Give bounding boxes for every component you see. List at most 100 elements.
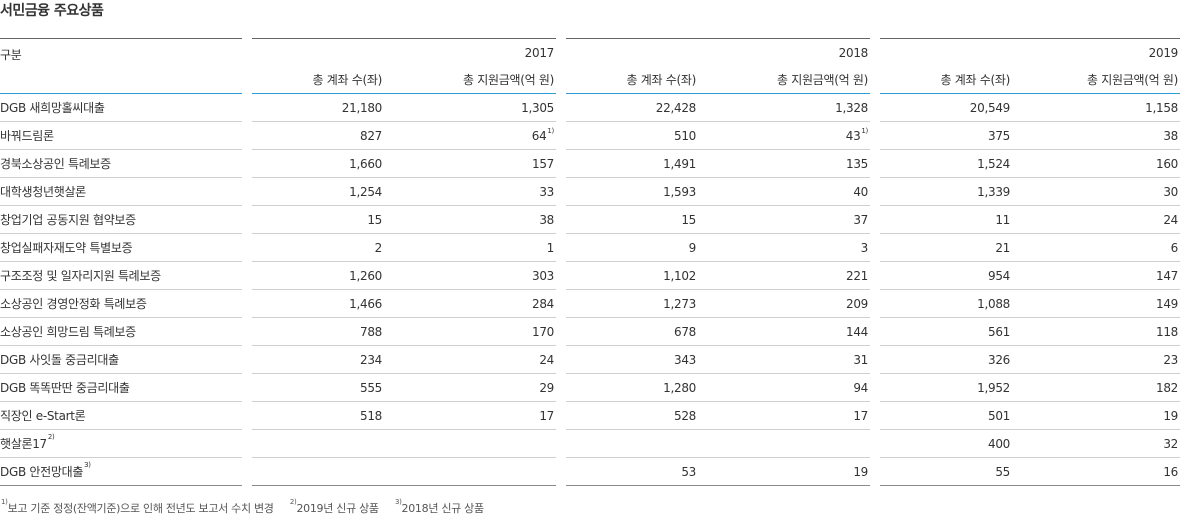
cell-amount: 149 <box>1012 289 1180 318</box>
cell-accounts: 1,466 <box>252 289 384 318</box>
cell-amount <box>384 457 556 486</box>
cell-amount: 94 <box>698 373 870 402</box>
footnotes: 1)보고 기준 정정(잔액기준)으로 인해 전년도 보고서 수치 변경 2)20… <box>0 498 496 516</box>
cell-accounts: 1,524 <box>880 149 1012 178</box>
cell-accounts: 326 <box>880 345 1012 374</box>
row-label: 소상공인 경영안정화 특례보증 <box>0 289 242 318</box>
cell-accounts: 678 <box>566 317 698 346</box>
row-label: 소상공인 희망드림 특례보증 <box>0 317 242 346</box>
cell-amount: 17 <box>384 401 556 430</box>
cell-accounts: 1,593 <box>566 177 698 206</box>
cell-amount: 431) <box>698 121 870 150</box>
cell-amount: 19 <box>698 457 870 486</box>
cell-accounts: 1,088 <box>880 289 1012 318</box>
subheader-accounts-2018: 총 계좌 수(좌) <box>566 66 698 94</box>
row-label: 햇살론172) <box>0 429 242 458</box>
cell-amount: 38 <box>384 205 556 234</box>
category-header: 구분 <box>0 38 242 94</box>
cell-accounts: 1,339 <box>880 177 1012 206</box>
year-header-2017: 2017 <box>252 38 556 66</box>
subheader-row: 총 계좌 수(좌) 총 지원금액(억 원) 총 계좌 수(좌) 총 지원금액(억… <box>0 66 1180 94</box>
row-label: 구조조정 및 일자리지원 특례보증 <box>0 261 242 290</box>
table-row: 직장인 e-Start론 518 17 528 17 501 19 <box>0 401 1180 430</box>
subheader-amount-2018: 총 지원금액(억 원) <box>698 66 870 94</box>
cell-amount: 144 <box>698 317 870 346</box>
table-row: DGB 안전망대출3) 53 19 55 16 <box>0 457 1180 486</box>
table-row: DGB 똑똑딴딴 중금리대출 555 29 1,280 94 1,952 182 <box>0 373 1180 402</box>
cell-amount <box>384 429 556 458</box>
cell-accounts: 518 <box>252 401 384 430</box>
cell-amount: 16 <box>1012 457 1180 486</box>
cell-accounts: 788 <box>252 317 384 346</box>
row-label: 대학생청년햇살론 <box>0 177 242 206</box>
cell-accounts: 21,180 <box>252 93 384 122</box>
cell-accounts: 1,254 <box>252 177 384 206</box>
year-header-2018: 2018 <box>566 38 870 66</box>
cell-amount: 221 <box>698 261 870 290</box>
cell-accounts: 528 <box>566 401 698 430</box>
footnote-1: 1)보고 기준 정정(잔액기준)으로 인해 전년도 보고서 수치 변경 <box>1 498 274 515</box>
cell-accounts: 22,428 <box>566 93 698 122</box>
cell-amount: 157 <box>384 149 556 178</box>
cell-accounts: 15 <box>566 205 698 234</box>
table-row: 대학생청년햇살론 1,254 33 1,593 40 1,339 30 <box>0 177 1180 206</box>
cell-accounts: 11 <box>880 205 1012 234</box>
cell-accounts: 234 <box>252 345 384 374</box>
cell-amount: 1,158 <box>1012 93 1180 122</box>
cell-accounts: 1,273 <box>566 289 698 318</box>
subheader-accounts-2017: 총 계좌 수(좌) <box>252 66 384 94</box>
cell-amount: 1 <box>384 233 556 262</box>
cell-accounts: 343 <box>566 345 698 374</box>
cell-accounts: 1,491 <box>566 149 698 178</box>
cell-amount: 38 <box>1012 121 1180 150</box>
cell-accounts <box>566 429 698 458</box>
cell-accounts: 1,260 <box>252 261 384 290</box>
cell-amount: 17 <box>698 401 870 430</box>
cell-amount: 37 <box>698 205 870 234</box>
year-header-2019: 2019 <box>880 38 1180 66</box>
cell-amount: 6 <box>1012 233 1180 262</box>
table-row: 구조조정 및 일자리지원 특례보증 1,260 303 1,102 221 954 147 <box>0 261 1180 290</box>
cell-amount: 182 <box>1012 373 1180 402</box>
financial-products-table: 구분 2017 2018 2019 총 계좌 수(좌) 총 지원금액(억 원) … <box>0 38 1180 486</box>
cell-accounts: 1,660 <box>252 149 384 178</box>
cell-accounts: 1,280 <box>566 373 698 402</box>
cell-accounts: 53 <box>566 457 698 486</box>
cell-accounts: 827 <box>252 121 384 150</box>
year-header-row: 구분 2017 2018 2019 <box>0 38 1180 94</box>
row-label: DGB 사잇돌 중금리대출 <box>0 345 242 374</box>
cell-accounts <box>252 457 384 486</box>
cell-amount: 40 <box>698 177 870 206</box>
subheader-accounts-2019: 총 계좌 수(좌) <box>880 66 1012 94</box>
row-label: 바꿔드림론 <box>0 121 242 150</box>
cell-amount: 303 <box>384 261 556 290</box>
cell-accounts: 15 <box>252 205 384 234</box>
cell-amount: 641) <box>384 121 556 150</box>
cell-amount: 31 <box>698 345 870 374</box>
table-row: 소상공인 희망드림 특례보증 788 170 678 144 561 118 <box>0 317 1180 346</box>
cell-amount: 32 <box>1012 429 1180 458</box>
footnote-3: 3)2018년 신규 상품 <box>394 498 484 515</box>
cell-amount: 24 <box>1012 205 1180 234</box>
cell-accounts: 20,549 <box>880 93 1012 122</box>
cell-amount: 1,328 <box>698 93 870 122</box>
cell-amount: 33 <box>384 177 556 206</box>
table-row: 소상공인 경영안정화 특례보증 1,466 284 1,273 209 1,088 149 <box>0 289 1180 318</box>
cell-amount: 24 <box>384 345 556 374</box>
cell-amount: 30 <box>1012 177 1180 206</box>
cell-amount: 19 <box>1012 401 1180 430</box>
cell-accounts: 55 <box>880 457 1012 486</box>
cell-amount: 209 <box>698 289 870 318</box>
row-label: DGB 안전망대출3) <box>0 457 242 486</box>
cell-amount: 118 <box>1012 317 1180 346</box>
table-row: 창업실패자재도약 특별보증 2 1 9 3 21 6 <box>0 233 1180 262</box>
cell-accounts: 561 <box>880 317 1012 346</box>
cell-accounts: 375 <box>880 121 1012 150</box>
cell-amount: 170 <box>384 317 556 346</box>
page-title: 서민금융 주요상품 <box>0 3 104 19</box>
table-row: 햇살론172) 400 32 <box>0 429 1180 458</box>
cell-amount: 160 <box>1012 149 1180 178</box>
row-label: DGB 새희망홀씨대출 <box>0 93 242 122</box>
footnote-2: 2)2019년 신규 상품 <box>289 498 379 515</box>
cell-accounts <box>252 429 384 458</box>
